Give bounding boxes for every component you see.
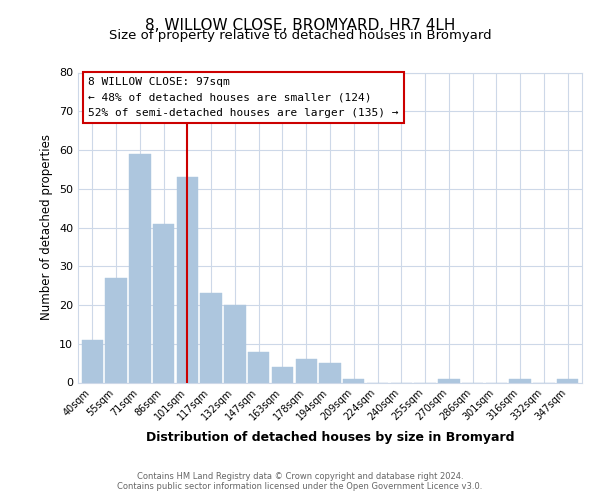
Y-axis label: Number of detached properties: Number of detached properties xyxy=(40,134,53,320)
Text: Contains public sector information licensed under the Open Government Licence v3: Contains public sector information licen… xyxy=(118,482,482,491)
Bar xyxy=(509,378,531,382)
Bar xyxy=(153,224,174,382)
Bar xyxy=(106,278,127,382)
Text: Contains HM Land Registry data © Crown copyright and database right 2024.: Contains HM Land Registry data © Crown c… xyxy=(137,472,463,481)
Text: 8, WILLOW CLOSE, BROMYARD, HR7 4LH: 8, WILLOW CLOSE, BROMYARD, HR7 4LH xyxy=(145,18,455,32)
Text: Size of property relative to detached houses in Bromyard: Size of property relative to detached ho… xyxy=(109,29,491,42)
Bar xyxy=(200,294,222,382)
Bar xyxy=(176,177,198,382)
Bar xyxy=(272,367,293,382)
Bar xyxy=(557,378,578,382)
Bar xyxy=(248,352,269,382)
Bar xyxy=(296,359,317,382)
Bar xyxy=(438,378,460,382)
Bar xyxy=(129,154,151,382)
Text: 8 WILLOW CLOSE: 97sqm
← 48% of detached houses are smaller (124)
52% of semi-det: 8 WILLOW CLOSE: 97sqm ← 48% of detached … xyxy=(88,77,398,118)
X-axis label: Distribution of detached houses by size in Bromyard: Distribution of detached houses by size … xyxy=(146,430,514,444)
Bar xyxy=(224,305,245,382)
Bar xyxy=(343,378,364,382)
Bar xyxy=(82,340,103,382)
Bar xyxy=(319,363,341,382)
